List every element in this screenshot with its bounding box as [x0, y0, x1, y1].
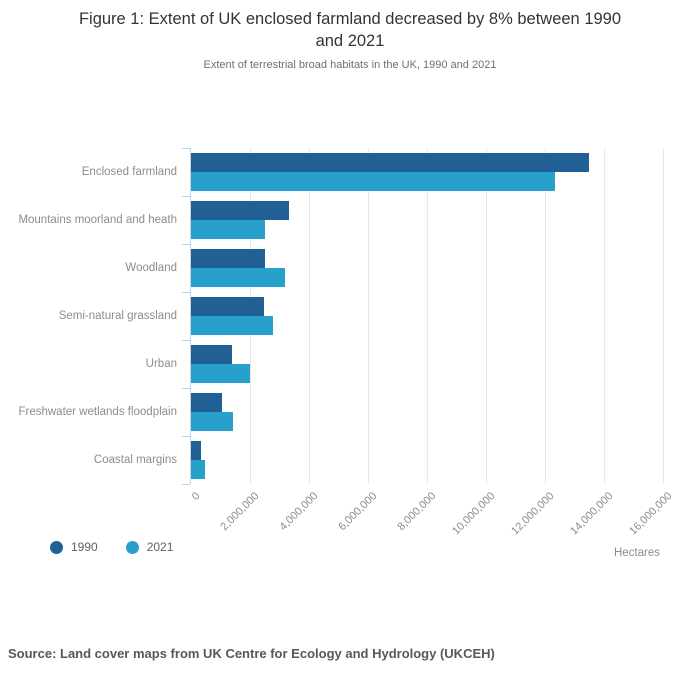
category-row: Semi-natural grassland: [59, 292, 663, 340]
category-label: Freshwater wetlands floodplain: [18, 406, 177, 418]
category-label: Urban: [145, 358, 177, 370]
figure-subtitle: Extent of terrestrial broad habitats in …: [203, 59, 497, 71]
legend-item-2021[interactable]: 2021: [125, 540, 174, 554]
category-label: Woodland: [125, 262, 177, 274]
bar-2021[interactable]: [191, 460, 205, 479]
y-axis-tick: [182, 436, 190, 437]
figure-title-line1: Figure 1: Extent of UK enclosed farmland…: [78, 10, 622, 28]
legend-marker-icon: [50, 540, 63, 554]
bar-2021[interactable]: [191, 268, 285, 287]
legend-marker-icon: [125, 540, 139, 554]
x-axis-tick-label: 8,000,000: [395, 490, 439, 534]
gridline: [309, 148, 310, 484]
figure-title-line2: and 2021: [315, 32, 385, 50]
category-row: Freshwater wetlands floodplain: [18, 388, 663, 436]
x-axis-labels: 0 2,000,000 4,000,000 6,000,000 8,000,000 10,…: [189, 484, 675, 544]
x-axis-tick-label: 12,000,000: [509, 490, 557, 538]
x-axis-tick-label: 2,000,000: [218, 490, 262, 534]
bar-2021[interactable]: [191, 412, 233, 431]
gridline: [486, 148, 487, 484]
x-axis-tick-label: 6,000,000: [336, 490, 380, 534]
x-axis-tick-label: 10,000,000: [450, 490, 498, 538]
y-axis-tick: [182, 196, 190, 197]
bar-1990[interactable]: [191, 297, 264, 316]
category-label: Coastal margins: [93, 454, 177, 466]
source-note: Source: Land cover maps from UK Centre f…: [8, 646, 495, 661]
gridline: [368, 148, 369, 484]
legend: 1990 2021: [50, 540, 173, 554]
bar-2021[interactable]: [191, 220, 266, 239]
legend-item-1990[interactable]: 1990: [50, 540, 98, 554]
category-row: Woodland: [125, 244, 663, 292]
y-axis-tick: [182, 388, 190, 389]
category-row: Coastal margins: [94, 436, 663, 484]
bar-1990[interactable]: [191, 393, 223, 412]
bar-2021[interactable]: [191, 316, 273, 335]
y-axis-tick: [182, 340, 190, 341]
bar-1990[interactable]: [191, 201, 289, 220]
bar-1990[interactable]: [191, 153, 589, 172]
y-axis-tick: [182, 244, 190, 245]
x-axis-tick-label: 16,000,000: [627, 490, 675, 538]
plot-area: Enclosed farmland Mountains moorland and …: [18, 148, 664, 485]
x-axis-tick-label: 4,000,000: [277, 490, 321, 534]
gridline: [663, 148, 664, 484]
category-row: Mountains moorland and heath: [18, 196, 663, 244]
x-axis-tick-label: 14,000,000: [568, 490, 616, 538]
legend-label: 2021: [146, 540, 174, 554]
figure-title: Figure 1: Extent of UK enclosed farmland…: [0, 8, 700, 52]
x-axis-tick-label: 0: [189, 490, 203, 503]
legend-label: 1990: [71, 540, 98, 554]
y-axis-tick: [182, 292, 190, 293]
category-row: Enclosed farmland: [82, 148, 663, 196]
x-axis-unit-label: Hectares: [613, 547, 660, 559]
y-axis-tick: [182, 484, 190, 485]
y-axis-tick: [182, 148, 190, 149]
bar-2021[interactable]: [191, 172, 555, 191]
bar-1990[interactable]: [191, 441, 201, 460]
bar-2021[interactable]: [191, 364, 250, 383]
category-label: Enclosed farmland: [81, 166, 177, 178]
gridline: [427, 148, 428, 484]
category-label: Semi-natural grassland: [58, 310, 177, 322]
bar-1990[interactable]: [191, 345, 232, 364]
category-row: Urban: [146, 340, 663, 388]
gridline: [604, 148, 605, 484]
bar-1990[interactable]: [191, 249, 265, 268]
gridline: [545, 148, 546, 484]
category-label: Mountains moorland and heath: [18, 214, 177, 226]
